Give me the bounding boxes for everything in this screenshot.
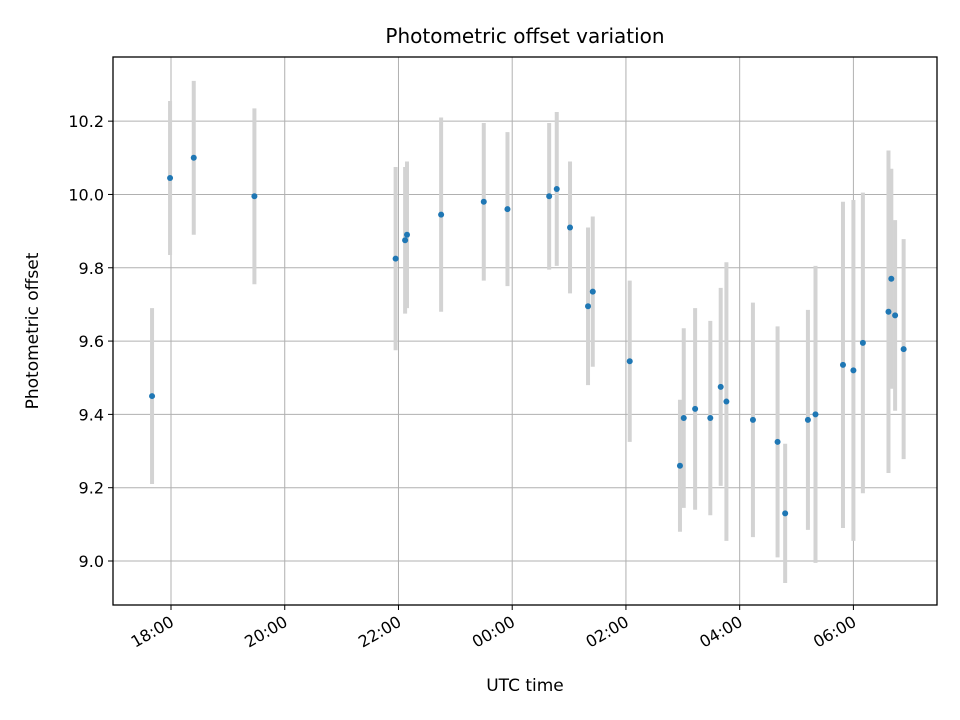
- data-point: [167, 174, 174, 181]
- data-point: [850, 367, 857, 374]
- data-point: [392, 255, 399, 262]
- plot-frame: [112, 56, 938, 606]
- data-point: [190, 154, 197, 161]
- data-point: [812, 411, 819, 418]
- data-point: [585, 303, 592, 310]
- data-point: [839, 361, 846, 368]
- y-tick-label: 10.2: [68, 112, 104, 131]
- data-point: [723, 398, 730, 405]
- data-point: [717, 383, 724, 390]
- data-points: [149, 154, 907, 517]
- y-tick-label: 9.0: [79, 552, 104, 571]
- chart-title: Photometric offset variation: [385, 24, 664, 48]
- data-point: [567, 224, 574, 231]
- y-tick-label: 9.6: [79, 332, 104, 351]
- data-point: [774, 438, 781, 445]
- data-point: [553, 185, 560, 192]
- y-tick-label: 9.4: [79, 405, 104, 424]
- y-axis-title: Photometric offset: [23, 252, 43, 409]
- data-point: [859, 339, 866, 346]
- data-point: [707, 415, 714, 422]
- data-point: [900, 346, 907, 353]
- y-tick-label: 10.0: [68, 185, 104, 204]
- data-point: [504, 206, 511, 213]
- data-point: [251, 193, 258, 200]
- data-point: [749, 416, 756, 423]
- data-point: [589, 288, 596, 295]
- data-point: [885, 308, 892, 315]
- y-tick-label: 9.8: [79, 259, 104, 278]
- data-point: [626, 358, 633, 365]
- y-axis-ticks: 9.0 9.2 9.4 9.6 9.8 10.0 10.2: [68, 112, 113, 571]
- data-point: [149, 393, 156, 400]
- data-point: [402, 237, 409, 244]
- data-point: [546, 193, 553, 200]
- grid: [113, 57, 937, 605]
- data-point: [676, 462, 683, 469]
- y-tick-label: 9.2: [79, 479, 104, 498]
- data-point: [692, 405, 699, 412]
- data-point: [892, 312, 899, 319]
- x-axis-title: UTC time: [486, 676, 564, 696]
- data-point: [782, 510, 789, 517]
- data-point: [480, 198, 487, 205]
- data-point: [404, 231, 411, 238]
- data-point: [888, 275, 895, 282]
- data-point: [438, 211, 445, 218]
- data-point: [804, 416, 811, 423]
- data-point: [680, 415, 687, 422]
